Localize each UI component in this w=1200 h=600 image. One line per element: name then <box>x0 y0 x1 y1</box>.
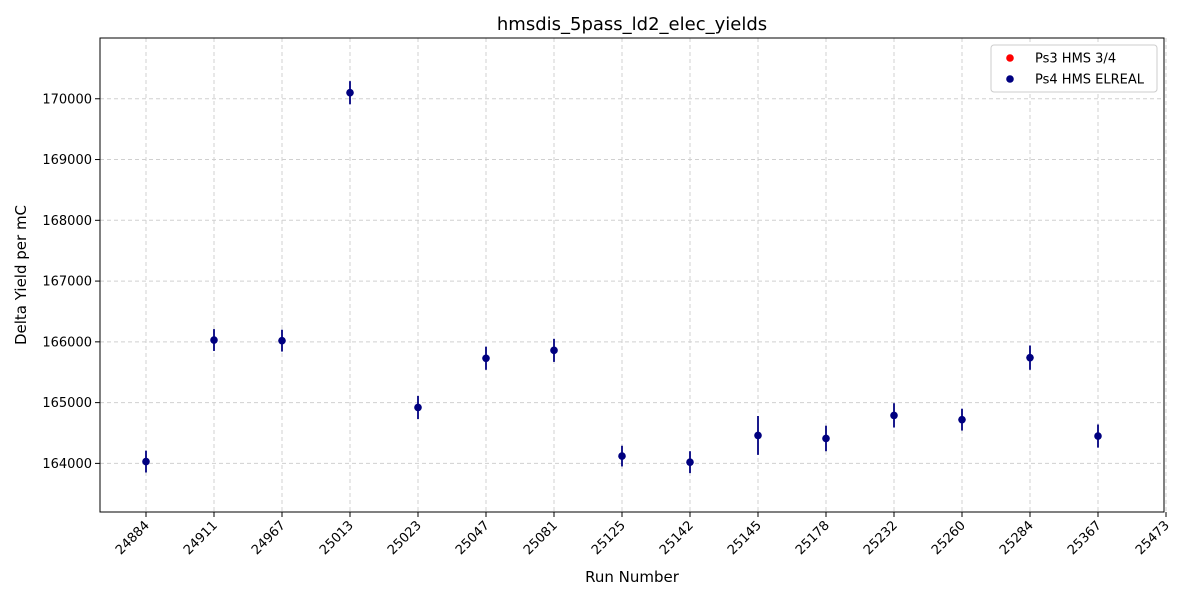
data-point <box>958 415 966 424</box>
y-axis-label: Delta Yield per mC <box>12 205 30 345</box>
x-tick-label: 25145 <box>725 518 765 558</box>
plot-area <box>99 37 1165 513</box>
x-axis-label: Run Number <box>585 568 680 586</box>
data-point <box>1026 353 1034 362</box>
data-points <box>142 81 1102 474</box>
x-tick-label: 24911 <box>181 518 221 558</box>
data-point <box>142 457 150 466</box>
y-tick-label: 165000 <box>42 396 92 411</box>
x-tick-label: 25023 <box>385 518 425 558</box>
x-tick-label: 25142 <box>657 518 697 558</box>
data-point <box>210 336 218 344</box>
data-point <box>550 346 558 355</box>
y-axis-ticks: 164000 165000 166000 167000 168000 169000 1700… <box>42 92 100 472</box>
data-point <box>754 431 762 440</box>
y-tick-label: 166000 <box>42 335 92 350</box>
x-tick-label: 25473 <box>1133 518 1173 558</box>
data-point <box>482 354 490 363</box>
data-point <box>1094 432 1102 440</box>
x-tick-label: 25081 <box>521 518 561 558</box>
legend-marker <box>1006 75 1014 83</box>
y-tick-label: 164000 <box>42 457 92 472</box>
x-tick-label: 25178 <box>793 518 833 558</box>
x-tick-label: 24967 <box>249 518 289 558</box>
y-tick-label: 169000 <box>42 153 92 168</box>
data-point <box>346 88 354 97</box>
data-point <box>278 336 286 345</box>
legend-label: Ps4 HMS ELREAL <box>1035 73 1145 88</box>
x-tick-label: 24884 <box>113 518 153 558</box>
legend: Ps3 HMS 3/4 Ps4 HMS ELREAL <box>990 44 1158 93</box>
grid <box>100 38 1167 512</box>
data-point <box>822 434 830 443</box>
y-tick-label: 170000 <box>42 92 92 107</box>
legend-label: Ps3 HMS 3/4 <box>1035 52 1116 67</box>
data-point <box>414 403 422 412</box>
x-tick-label: 25232 <box>861 518 901 558</box>
x-tick-label: 25013 <box>317 518 357 558</box>
data-point <box>686 458 694 466</box>
x-axis-ticks: 24884 24911 24967 25013 25023 25047 25081 25125… <box>113 512 1173 558</box>
y-tick-label: 168000 <box>42 214 92 229</box>
x-tick-label: 25367 <box>1065 518 1105 558</box>
x-tick-label: 25125 <box>589 518 629 558</box>
data-point <box>618 452 626 460</box>
chart-title: hmsdis_5pass_ld2_elec_yields <box>497 14 767 35</box>
y-tick-label: 167000 <box>42 275 92 290</box>
data-point <box>890 411 898 420</box>
legend-box <box>990 44 1158 93</box>
x-tick-label: 25284 <box>997 518 1037 558</box>
legend-marker <box>1006 54 1014 62</box>
x-tick-label: 25047 <box>453 518 493 558</box>
x-tick-label: 25260 <box>929 518 969 558</box>
